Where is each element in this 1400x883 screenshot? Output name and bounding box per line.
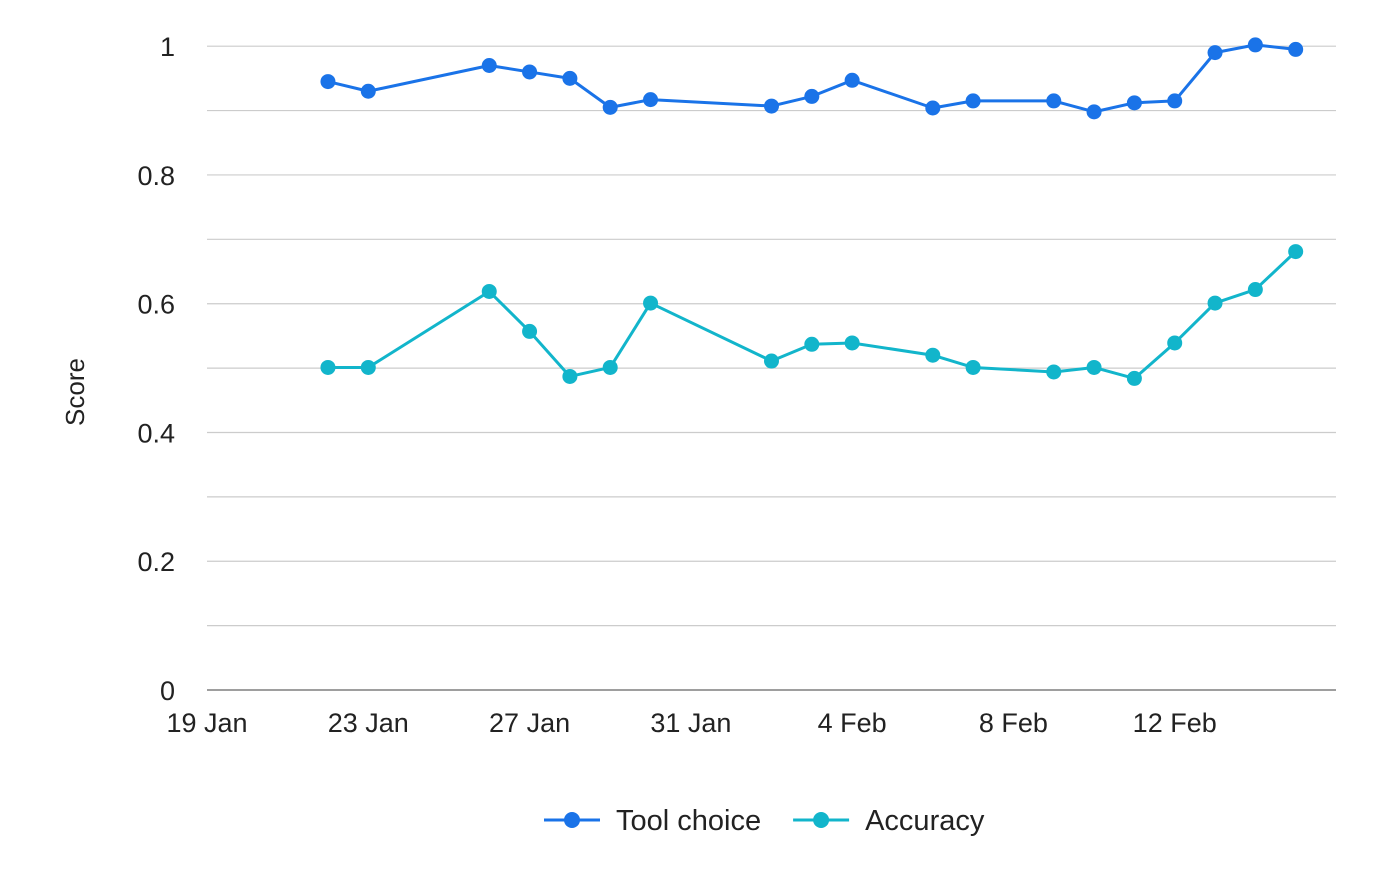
data-point[interactable] [764,353,779,369]
data-point[interactable] [844,335,860,351]
data-point[interactable] [320,74,336,90]
data-point[interactable] [602,359,618,375]
data-point[interactable] [1126,95,1142,111]
y-axis-tick-labels: 0 0.2 0.4 0.6 0.8 1 [137,32,175,706]
legend-item[interactable]: Tool choice [544,805,761,837]
series-accuracy [320,244,1304,386]
series-tool-choice [320,37,1304,120]
x-tick-label: 19 Jan [166,708,247,738]
data-point[interactable] [522,64,538,80]
data-point[interactable] [844,72,860,88]
legend-item[interactable]: Accuracy [793,805,985,837]
data-point[interactable] [804,336,820,352]
data-point[interactable] [481,283,497,299]
series-line [327,250,1297,380]
x-tick-label: 31 Jan [650,708,731,738]
data-point[interactable] [643,295,659,311]
data-point[interactable] [1288,244,1304,260]
data-point[interactable] [1167,335,1183,351]
data-point[interactable] [562,70,578,86]
x-axis-tick-labels: 19 Jan 23 Jan 27 Jan 31 Jan 4 Feb 8 Feb 12 Feb [166,708,1216,738]
data-point[interactable] [965,93,981,109]
data-point[interactable] [1046,93,1062,109]
data-point[interactable] [1247,37,1263,53]
data-point[interactable] [602,99,618,115]
data-point[interactable] [643,92,659,108]
x-tick-label: 4 Feb [818,708,887,738]
y-axis-title: Score [60,358,90,426]
legend[interactable]: Tool choice Accuracy [544,805,985,837]
data-point[interactable] [1207,295,1223,311]
data-point[interactable] [320,359,336,375]
legend-label: Accuracy [865,805,985,837]
y-tick-label: 0.2 [137,547,175,577]
data-point[interactable] [1288,41,1304,57]
legend-label: Tool choice [616,805,761,837]
data-point[interactable] [360,83,376,99]
y-tick-label: 0.4 [137,418,175,448]
data-point[interactable] [360,359,376,375]
data-point[interactable] [1046,364,1062,380]
data-point[interactable] [925,347,941,363]
x-tick-label: 23 Jan [328,708,409,738]
data-point[interactable] [804,88,820,104]
x-tick-label: 27 Jan [489,708,570,738]
data-point[interactable] [481,58,497,74]
data-point[interactable] [1086,104,1102,120]
data-point[interactable] [1207,45,1223,61]
data-point[interactable] [1126,370,1142,386]
y-tick-label: 0.8 [137,161,175,191]
data-point[interactable] [522,323,538,339]
data-point[interactable] [965,359,981,375]
data-point[interactable] [1167,93,1183,109]
data-point[interactable] [925,100,941,116]
gridlines [207,45,1336,627]
series-layer [320,37,1304,386]
y-tick-label: 0 [160,676,175,706]
x-tick-label: 12 Feb [1133,708,1217,738]
data-point[interactable] [1247,282,1263,298]
data-point[interactable] [562,368,578,384]
y-tick-label: 0.6 [137,290,175,320]
legend-marker [564,812,580,828]
x-tick-label: 8 Feb [979,708,1048,738]
y-tick-label: 1 [160,32,175,62]
data-point[interactable] [1086,359,1102,375]
data-point[interactable] [764,98,779,114]
legend-marker [813,812,830,828]
